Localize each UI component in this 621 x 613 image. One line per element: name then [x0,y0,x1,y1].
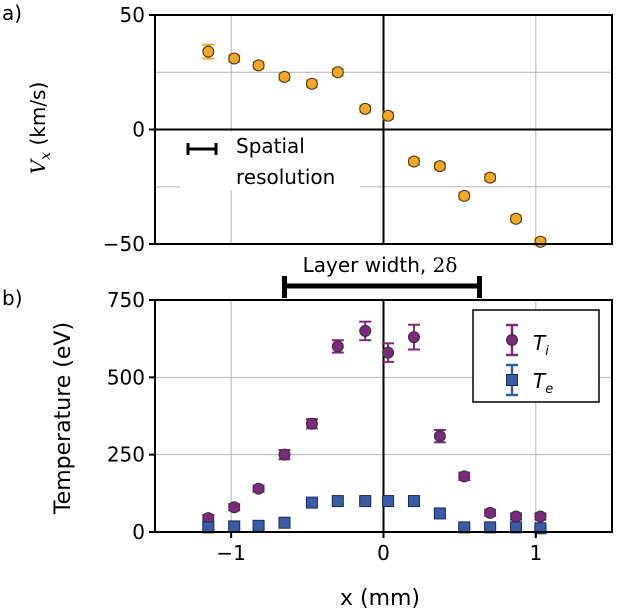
legend-label-te: Te [533,369,553,397]
data-point [510,212,523,225]
data-point [534,235,547,248]
data-point [228,52,241,65]
legend-ti-main: T [533,331,547,355]
data-point [510,510,523,523]
y-axis-label-main: V [26,157,50,174]
data-point [359,324,372,337]
data-point [252,59,265,72]
panel-b: 0 250 500 750 −1 0 1 b) Temperature (eV) x (m… [2,286,613,611]
data-point [534,510,547,523]
legend-marker [506,374,518,386]
data-point [382,346,395,359]
layer-width-text: Layer width, [303,253,433,277]
data-point [278,448,291,461]
data-point [534,522,547,535]
data-point [228,520,241,533]
y-tick-label: 50 [120,3,145,27]
data-point [252,519,265,532]
resolution-text-line-2: resolution [236,165,335,189]
legend-box [472,309,600,403]
legend-label-ti: Ti [533,331,549,359]
data-point [359,102,372,115]
y-tick-label: 0 [132,118,145,142]
legend-ti-sub: i [545,344,549,359]
x-tick-label: −1 [216,541,245,565]
y-tick-label: 750 [107,288,145,312]
data-point [278,516,291,529]
data-point [484,506,497,519]
panel-b-label: b) [2,286,23,310]
data-point [407,155,420,168]
layer-width-annotation: Layer width, 2δ [281,253,482,298]
legend-entry-ti [506,323,518,357]
panel-a-y-ticks: −50 0 50 [103,3,155,256]
layer-width-label: Layer width, 2δ [303,253,458,277]
layer-width-symbol: 2δ [433,253,458,277]
data-point [484,171,497,184]
data-point [331,340,344,353]
panel-b-y-ticks: 0 250 500 750 [107,288,155,544]
y-axis-label-sub: x [38,152,54,160]
data-point [407,331,420,344]
y-tick-label: 250 [107,443,145,467]
annotation-background [180,132,360,190]
y-tick-label: 0 [132,520,145,544]
spatial-resolution-annotation: Spatial resolution [180,132,360,190]
data-point [331,495,344,508]
data-point [202,45,215,58]
y-axis-label-unit: (km/s) [26,82,50,152]
y-tick-label: −50 [103,232,145,256]
data-point [433,430,446,443]
data-point [382,109,395,122]
panel-a-label: a) [2,1,22,25]
data-point [228,501,241,514]
data-point [252,482,265,495]
x-tick-label: 1 [529,541,542,565]
legend-te-sub: e [545,382,553,397]
data-point [331,66,344,79]
panel-a: −50 0 50 a) Vx (km/s) Spatial resolution [2,1,613,256]
data-point [458,189,471,202]
data-point [305,496,318,509]
panel-a-y-axis-label: Vx (km/s) [26,82,54,175]
data-point [382,495,395,508]
legend-marker [506,334,518,346]
legend-te-main: T [533,369,547,393]
panel-b-x-axis-label: x (mm) [340,586,420,611]
legend-entry-te [506,363,518,397]
data-point [359,495,372,508]
resolution-text-line-1: Spatial [236,134,305,158]
panel-a-series [202,43,547,248]
data-point [305,417,318,430]
data-point [407,495,420,508]
data-point [305,77,318,90]
panel-b-y-axis-label: Temperature (eV) [51,322,76,515]
y-tick-label: 500 [107,365,145,389]
data-point [433,160,446,173]
data-point [458,470,471,483]
data-point [278,70,291,83]
x-tick-label: 0 [377,541,390,565]
panel-a-zero-lines [155,15,612,244]
data-point [433,507,446,520]
legend: Ti Te [472,309,600,403]
panel-b-x-ticks: −1 0 1 [216,532,542,565]
